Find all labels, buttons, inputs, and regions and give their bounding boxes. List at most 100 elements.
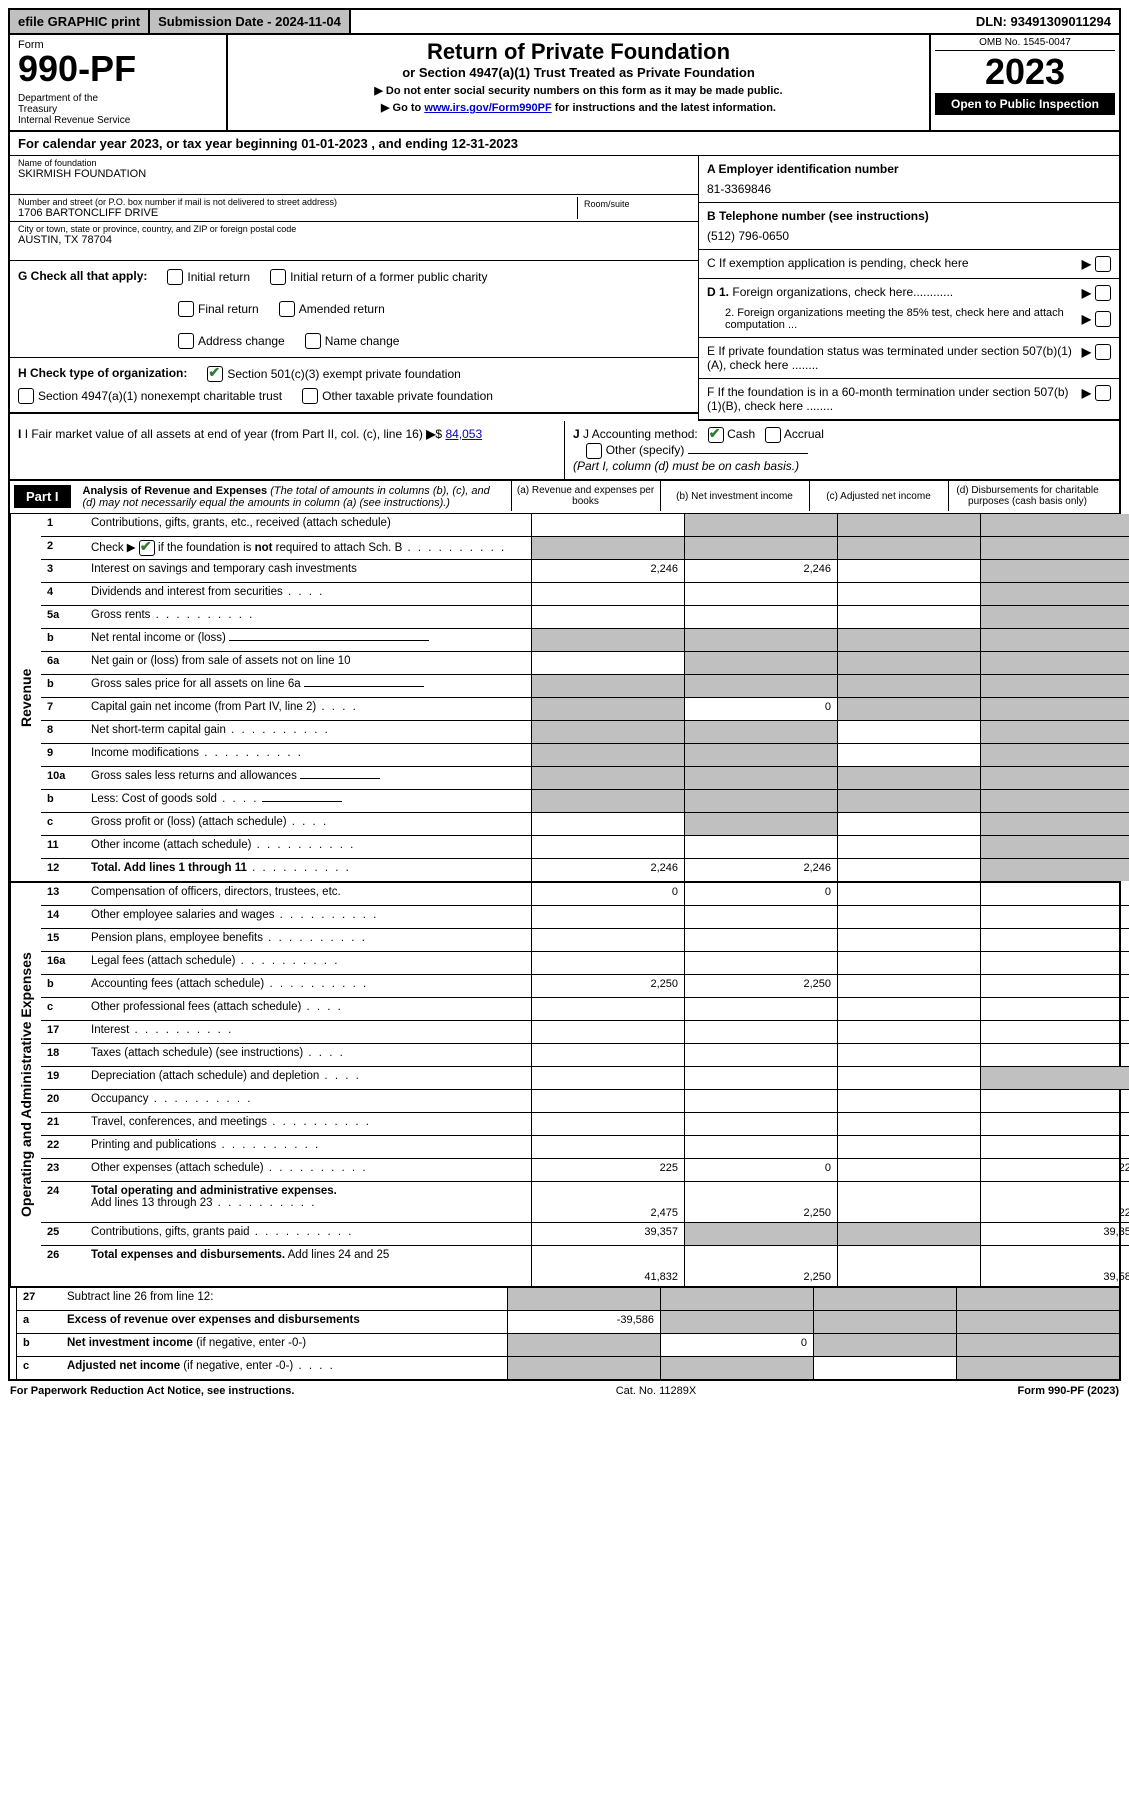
arrow-icon: ▶ <box>1082 286 1091 300</box>
arrow-icon: ▶ <box>1082 312 1091 326</box>
row-desc: Interest <box>85 1021 531 1043</box>
cell-value: 225 <box>980 1182 1129 1222</box>
page-footer: For Paperwork Reduction Act Notice, see … <box>8 1381 1121 1401</box>
row-desc: Check ▶ if the foundation is not require… <box>85 537 531 559</box>
submission-date: Submission Date - 2024-11-04 <box>150 10 351 33</box>
i-value-link[interactable]: 84,053 <box>445 427 482 441</box>
f-label: F If the foundation is in a 60-month ter… <box>707 385 1076 413</box>
amended-check[interactable] <box>279 301 295 317</box>
cell-value: 2,250 <box>684 975 837 997</box>
row-desc: Dividends and interest from securities <box>85 583 531 605</box>
f-check[interactable] <box>1095 385 1111 401</box>
row-num: 22 <box>41 1136 85 1158</box>
row-desc: Printing and publications <box>85 1136 531 1158</box>
row-desc: Other employee salaries and wages <box>85 906 531 928</box>
row-desc: Gross profit or (loss) (attach schedule) <box>85 813 531 835</box>
row-num: b <box>41 629 85 651</box>
row-desc: Gross sales less returns and allowances <box>85 767 531 789</box>
cell-value: 2,475 <box>531 1182 684 1222</box>
e-check[interactable] <box>1095 344 1111 360</box>
ein-value: 81-3369846 <box>707 182 1111 196</box>
line27-table: 27Subtract line 26 from line 12: aExcess… <box>8 1288 1121 1381</box>
row-desc: Net rental income or (loss) <box>85 629 531 651</box>
cell-value: 39,357 <box>531 1223 684 1245</box>
cell-value: 0 <box>531 883 684 905</box>
initial-return-check[interactable] <box>167 269 183 285</box>
final-return-check[interactable] <box>178 301 194 317</box>
row-num: b <box>17 1334 61 1356</box>
open-inspection: Open to Public Inspection <box>935 93 1115 115</box>
final-return-label: Final return <box>198 302 259 316</box>
row-num: 17 <box>41 1021 85 1043</box>
cell-value: 2,246 <box>531 859 684 881</box>
note2-post: for instructions and the latest informat… <box>552 102 776 114</box>
amended-label: Amended return <box>299 302 385 316</box>
foundation-info: Name of foundation SKIRMISH FOUNDATION N… <box>8 156 1121 421</box>
dept-treasury: Department of theTreasuryInternal Revenu… <box>18 93 218 126</box>
4947-check[interactable] <box>18 388 34 404</box>
cell-value: 39,357 <box>980 1223 1129 1245</box>
accrual-label: Accrual <box>784 427 824 441</box>
addr-change-check[interactable] <box>178 333 194 349</box>
name-change-check[interactable] <box>305 333 321 349</box>
row-num: 15 <box>41 929 85 951</box>
row-num: 21 <box>41 1113 85 1135</box>
d1-check[interactable] <box>1095 285 1111 301</box>
row-desc: Total operating and administrative expen… <box>85 1182 531 1222</box>
row-num: a <box>17 1311 61 1333</box>
cash-check[interactable] <box>708 427 724 443</box>
row-num: b <box>41 675 85 697</box>
row-desc: Income modifications <box>85 744 531 766</box>
arrow-icon: ▶ <box>1082 386 1091 400</box>
initial-former-check[interactable] <box>270 269 286 285</box>
i-j-section: I I Fair market value of all assets at e… <box>8 421 1121 481</box>
row-num: 10a <box>41 767 85 789</box>
other-method-check[interactable] <box>586 443 602 459</box>
row-num: 24 <box>41 1182 85 1222</box>
c-label: C If exemption application is pending, c… <box>707 256 969 270</box>
row-desc: Other professional fees (attach schedule… <box>85 998 531 1020</box>
row-num: 3 <box>41 560 85 582</box>
row-num: 1 <box>41 514 85 536</box>
accrual-check[interactable] <box>765 427 781 443</box>
row-desc: Compensation of officers, directors, tru… <box>85 883 531 905</box>
row-desc: Contributions, gifts, grants paid <box>85 1223 531 1245</box>
omb-number: OMB No. 1545-0047 <box>935 37 1115 51</box>
cell-value: 2,250 <box>684 1246 837 1286</box>
row-desc: Adjusted net income (if negative, enter … <box>61 1357 507 1379</box>
501c3-check[interactable] <box>207 366 223 382</box>
efile-print-button[interactable]: efile GRAPHIC print <box>10 10 150 33</box>
d2-check[interactable] <box>1095 311 1111 327</box>
e-label: E If private foundation status was termi… <box>707 344 1076 372</box>
form-number: 990-PF <box>18 51 218 87</box>
form-header: Form 990-PF Department of theTreasuryInt… <box>8 35 1121 132</box>
row-num: 12 <box>41 859 85 881</box>
form-note-2: ▶ Go to www.irs.gov/Form990PF for instru… <box>236 101 921 114</box>
calendar-year-line: For calendar year 2023, or tax year begi… <box>8 132 1121 156</box>
addr-label: Number and street (or P.O. box number if… <box>18 197 577 207</box>
row-num: 4 <box>41 583 85 605</box>
form-subtitle: or Section 4947(a)(1) Trust Treated as P… <box>236 65 921 80</box>
h-check-section: H Check type of organization: Section 50… <box>10 358 698 414</box>
row-desc: Net short-term capital gain <box>85 721 531 743</box>
row-desc: Legal fees (attach schedule) <box>85 952 531 974</box>
part1-title: Analysis of Revenue and Expenses <box>83 485 268 497</box>
c-check[interactable] <box>1095 256 1111 272</box>
row-num: 11 <box>41 836 85 858</box>
cell-value: 2,250 <box>684 1182 837 1222</box>
row-num: c <box>41 813 85 835</box>
tax-year: 2023 <box>935 51 1115 93</box>
irs-link[interactable]: www.irs.gov/Form990PF <box>424 102 551 114</box>
other-taxable-check[interactable] <box>302 388 318 404</box>
cell-value: 2,246 <box>531 560 684 582</box>
row-desc: Less: Cost of goods sold <box>85 790 531 812</box>
i-label: I Fair market value of all assets at end… <box>25 427 423 441</box>
row-num: 16a <box>41 952 85 974</box>
foundation-name: SKIRMISH FOUNDATION <box>18 168 690 180</box>
schb-check[interactable] <box>139 540 155 556</box>
row-desc: Capital gain net income (from Part IV, l… <box>85 698 531 720</box>
row-num: 27 <box>17 1288 61 1310</box>
row-desc: Gross sales price for all assets on line… <box>85 675 531 697</box>
j-label: J Accounting method: <box>583 427 698 441</box>
opex-label: Operating and Administrative Expenses <box>10 883 41 1286</box>
